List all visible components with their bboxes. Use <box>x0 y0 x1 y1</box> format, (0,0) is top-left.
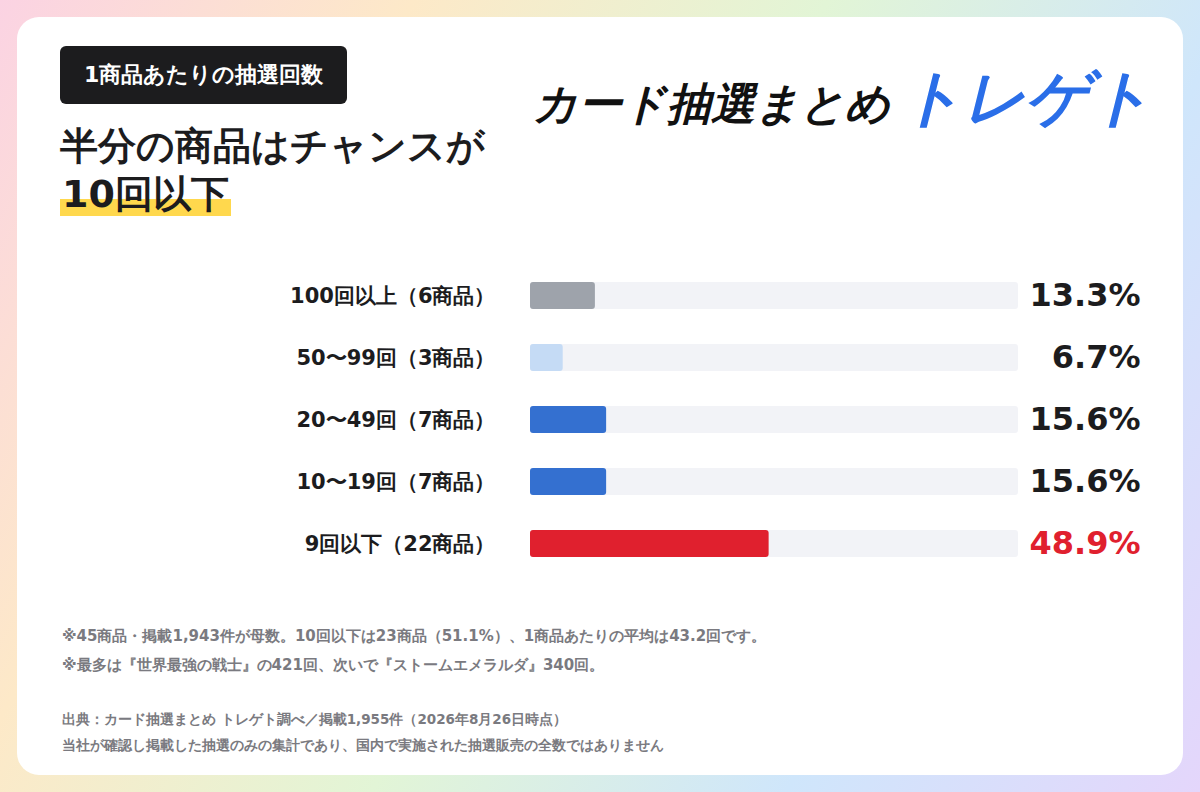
svg-text:48.9%: 48.9% <box>1029 524 1140 562</box>
svg-text:15.6%: 15.6% <box>1029 462 1140 500</box>
svg-text:15.6%: 15.6% <box>1029 400 1140 438</box>
svg-text:9回以下（22商品）: 9回以下（22商品） <box>305 532 496 556</box>
svg-text:6.7%: 6.7% <box>1052 338 1141 376</box>
html-text:出典：カード抽選まとめ トレゲト調べ／掲載1,955件（20: 出典：カード抽選まとめ トレゲト調べ／掲載1,955件（2026年8月26日時点… <box>62 711 568 727</box>
svg-text:10〜19回（7商品）: 10〜19回（7商品） <box>296 470 495 494</box>
svg-text:50〜99回（3商品）: 50〜99回（3商品） <box>296 346 495 370</box>
html-text:※最多は『世界最強の戦士』の421回、次いで『ストームエメラ: ※最多は『世界最強の戦士』の421回、次いで『ストームエメラルダ』340回。 <box>62 656 605 674</box>
svg-text:20〜49回（7商品）: 20〜49回（7商品） <box>296 408 495 432</box>
svg-text:100回以上（6商品）: 100回以上（6商品） <box>290 284 495 308</box>
svg-text:13.3%: 13.3% <box>1029 276 1140 314</box>
html-text:半分の商品はチャンスが: 半分の商品はチャンスが <box>60 124 485 168</box>
html-text:1商品あたりの抽選回数: 1商品あたりの抽選回数 <box>84 62 324 87</box>
html-text:10回以下: 10回以下 <box>62 172 229 216</box>
html-text:カード抽選まとめ トレゲト: カード抽選まとめ トレゲト <box>533 61 1152 134</box>
html-text:当社が確認し掲載した抽選のみの集計であり、国内で実施された抽: 当社が確認し掲載した抽選のみの集計であり、国内で実施された抽選販売の全数ではあり… <box>62 737 664 753</box>
html-text:※45商品・掲載1,943件が母数。10回以下は23商品（5: ※45商品・掲載1,943件が母数。10回以下は23商品（51.1%）、1商品あ… <box>62 627 767 645</box>
